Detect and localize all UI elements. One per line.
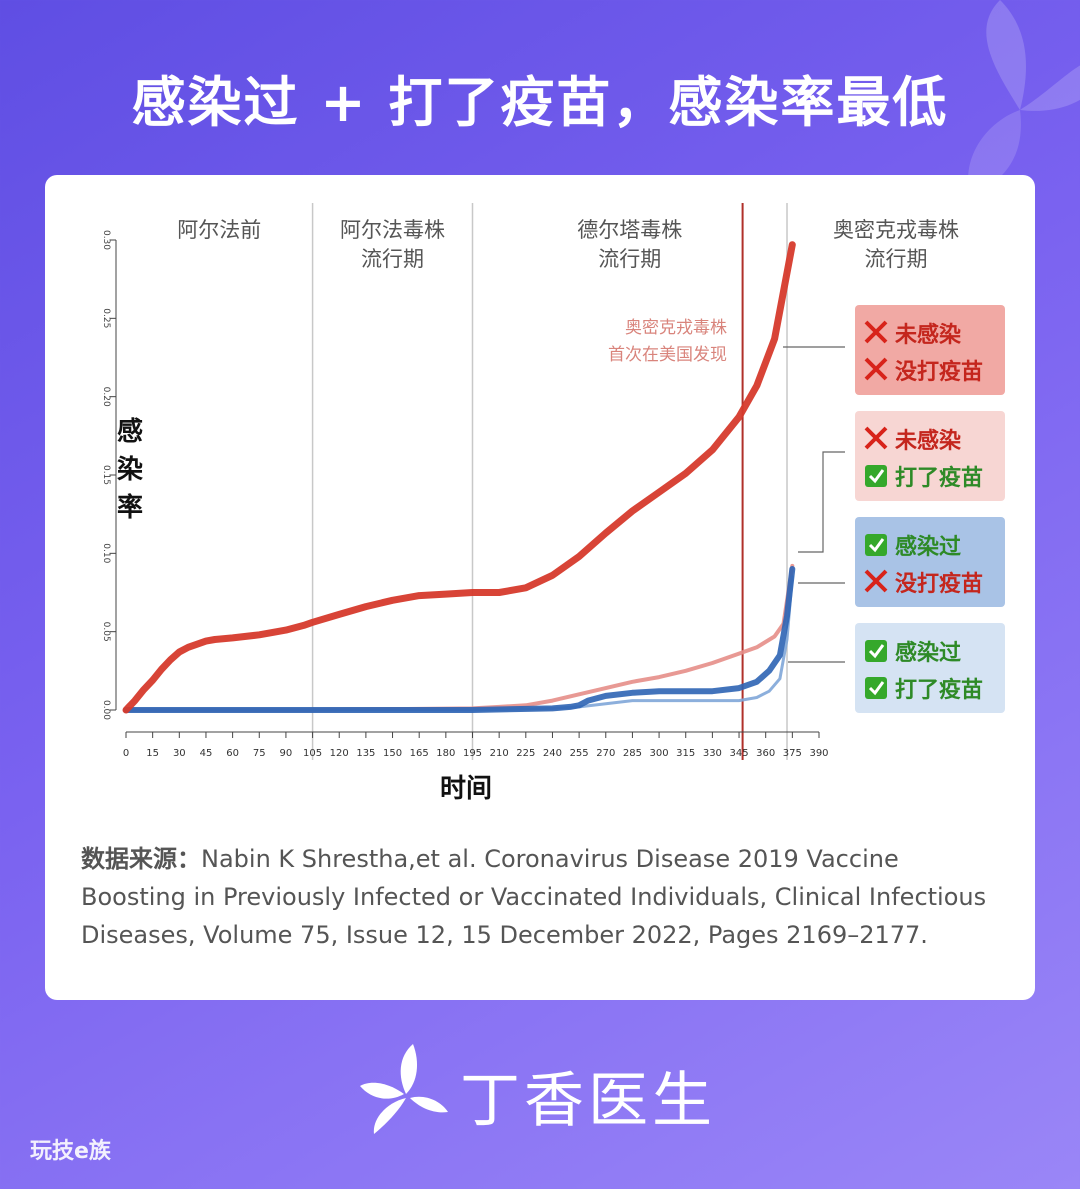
x-tick-label: 165 xyxy=(410,748,429,759)
data-source: 数据来源：Nabin K Shrestha,et al. Coronavirus… xyxy=(81,840,1001,954)
x-tick-label: 150 xyxy=(383,748,402,759)
x-tick-label: 90 xyxy=(280,748,293,759)
legend-text: 打了疫苗 xyxy=(895,677,983,703)
period-label: 流行期 xyxy=(361,247,424,271)
y-tick-label: 0.30 xyxy=(101,230,111,250)
source-text: Nabin K Shrestha,et al. Coronavirus Dise… xyxy=(81,845,987,949)
check-icon xyxy=(868,681,885,696)
x-tick-label: 360 xyxy=(756,748,775,759)
check-icon xyxy=(865,465,887,487)
check-icon xyxy=(868,644,885,659)
omicron-marker-label: 首次在美国发现 xyxy=(608,345,727,365)
period-label: 阿尔法毒株 xyxy=(340,218,445,242)
infection-rate-chart: 阿尔法前 阿尔法毒株流行期德尔塔毒株流行期奥密克戎毒株流行期奥密克戎毒株首次在美国… xyxy=(101,203,1005,804)
watermark: 玩技e族 xyxy=(30,1139,111,1164)
legend-text: 没打疫苗 xyxy=(895,359,983,385)
period-label: 流行期 xyxy=(865,247,928,271)
x-tick-label: 0 xyxy=(123,748,129,759)
legend-text: 未感染 xyxy=(895,428,961,454)
headline: 感染过 + 打了疫苗，感染率最低 xyxy=(131,71,949,134)
y-tick-label: 0.20 xyxy=(101,387,111,407)
x-tick-label: 285 xyxy=(623,748,642,759)
x-tick-label: 15 xyxy=(146,748,159,759)
x-tick-label: 330 xyxy=(703,748,722,759)
x-tick-label: 135 xyxy=(356,748,375,759)
y-axis-title: 感 xyxy=(117,417,143,447)
x-tick-label: 105 xyxy=(303,748,322,759)
legend-box xyxy=(855,411,1005,501)
source-label: 数据来源： xyxy=(81,845,201,873)
x-tick-label: 315 xyxy=(676,748,695,759)
check-icon xyxy=(868,538,885,553)
y-tick-label: 0.25 xyxy=(101,308,111,328)
x-tick-label: 240 xyxy=(543,748,562,759)
y-axis-title: 率 xyxy=(117,492,143,523)
x-tick-label: 30 xyxy=(173,748,186,759)
x-tick-label: 390 xyxy=(809,748,828,759)
y-tick-label: 0.05 xyxy=(101,622,111,642)
x-tick-label: 120 xyxy=(330,748,349,759)
series-line xyxy=(123,566,796,713)
y-tick-label: 0.15 xyxy=(101,465,111,485)
legend-box xyxy=(855,305,1005,395)
check-icon xyxy=(865,534,887,556)
omicron-marker-label: 奥密克戎毒株 xyxy=(625,318,727,338)
cross-icon xyxy=(864,426,888,450)
period-label: 流行期 xyxy=(598,247,661,271)
x-tick-label: 195 xyxy=(463,748,482,759)
x-tick-label: 75 xyxy=(253,748,266,759)
x-tick-label: 45 xyxy=(200,748,213,759)
cross-icon xyxy=(864,357,888,381)
period-label: 奥密克戎毒株 xyxy=(833,218,959,242)
legend-text: 感染过 xyxy=(895,534,961,560)
y-tick-label: 0.00 xyxy=(101,700,111,720)
period-label: 德尔塔毒株 xyxy=(577,218,682,242)
legend-text: 感染过 xyxy=(895,640,961,666)
x-axis-title: 时间 xyxy=(440,774,492,804)
legend-text: 打了疫苗 xyxy=(895,465,983,491)
y-tick-label: 0.10 xyxy=(101,543,111,563)
x-tick-label: 255 xyxy=(570,748,589,759)
period-label: 阿尔法前 xyxy=(177,218,261,242)
x-tick-label: 345 xyxy=(729,748,748,759)
x-tick-label: 180 xyxy=(436,748,455,759)
legend-text: 没打疫苗 xyxy=(895,571,983,597)
legend-text: 未感染 xyxy=(895,322,961,348)
x-tick-label: 210 xyxy=(490,748,509,759)
check-icon xyxy=(868,469,885,484)
brand-logo-icon xyxy=(360,1044,448,1134)
legend-box xyxy=(855,517,1005,607)
x-tick-label: 270 xyxy=(596,748,615,759)
legend-connector xyxy=(798,451,845,553)
x-tick-label: 375 xyxy=(783,748,802,759)
x-tick-label: 300 xyxy=(650,748,669,759)
x-tick-label: 225 xyxy=(516,748,535,759)
flower-decoration-icon xyxy=(900,0,1080,224)
cross-icon xyxy=(864,320,888,344)
legend-box xyxy=(855,623,1005,713)
y-axis-title: 染 xyxy=(117,455,143,485)
check-icon xyxy=(865,640,887,662)
cross-icon xyxy=(864,569,888,593)
brand-name: 丁香医生 xyxy=(460,1066,716,1136)
chart-card: 阿尔法前 阿尔法毒株 流行期 德尔塔毒株 流行期 奥密克戎毒株 流行期 奥密克戎毒株 首次在美国… xyxy=(45,175,1035,1000)
check-icon xyxy=(865,677,887,699)
x-tick-label: 60 xyxy=(226,748,239,759)
series-line xyxy=(122,241,796,714)
